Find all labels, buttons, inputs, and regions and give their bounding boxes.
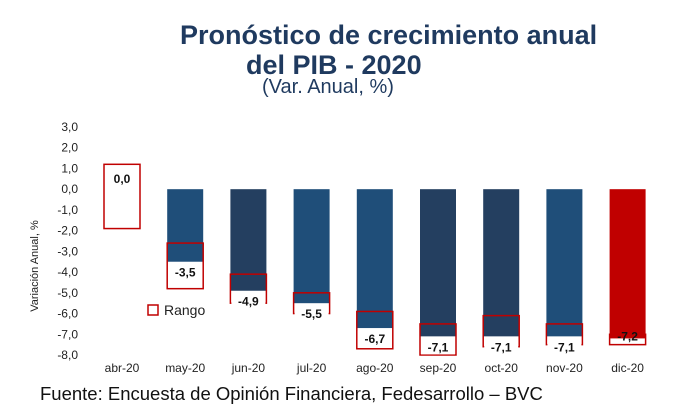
range-box-ago-20 <box>356 310 394 350</box>
y-tick-label: 3,0 <box>61 120 78 134</box>
value-label-bg <box>421 339 455 355</box>
chart-subtitle: (Var. Anual, %) <box>262 76 394 98</box>
range-box-sep-20 <box>419 323 457 356</box>
y-tick-label: -5,0 <box>57 286 78 300</box>
y-tick-label: 1,0 <box>61 161 78 175</box>
y-tick-label: 2,0 <box>61 141 78 155</box>
value-label-bg <box>357 331 392 347</box>
value-label-ago-20: -6,7 <box>364 332 385 346</box>
legend: Rango <box>147 302 205 318</box>
range-box-abr-20 <box>103 163 141 230</box>
y-tick-label: -6,0 <box>57 307 78 321</box>
bar-dic-20 <box>609 189 646 339</box>
value-label-dic-20: -7,2 <box>617 330 638 344</box>
value-label-bg <box>547 339 582 355</box>
y-tick-label: -7,0 <box>57 327 78 341</box>
x-tick-label-nov-20: nov-20 <box>546 361 583 375</box>
x-tick-label-may-20: may-20 <box>165 361 205 375</box>
value-label-bg <box>168 264 203 280</box>
value-label-may-20: -3,5 <box>175 266 196 280</box>
x-tick-label-jun-20: jun-20 <box>231 361 266 375</box>
x-tick-label-dic-20: dic-20 <box>611 361 644 375</box>
value-label-oct-20: -7,1 <box>491 340 512 354</box>
legend-label: Rango <box>164 302 205 318</box>
value-label-bg <box>231 293 266 309</box>
y-tick-label: 0,0 <box>61 182 78 196</box>
bar-may-20 <box>167 189 204 262</box>
x-tick-label-sep-20: sep-20 <box>420 361 457 375</box>
chart-title-line2: del PIB - 2020 <box>246 50 422 80</box>
bars-group: 0,0 -3,5 -4,9 -5,5 -6,7 -7,1 -7,1 -7,1 -7,2 <box>103 163 647 356</box>
value-label-nov-20: -7,1 <box>554 340 575 354</box>
range-box-may-20 <box>166 242 204 290</box>
bar-nov-20 <box>546 189 583 337</box>
x-tick-label-ago-20: ago-20 <box>356 361 394 375</box>
bar-jul-20 <box>293 189 330 304</box>
range-box-dic-20 <box>608 333 647 346</box>
value-label-bg <box>294 306 329 322</box>
y-tick-label: -3,0 <box>57 244 78 258</box>
value-label-bg <box>484 339 519 355</box>
legend-swatch <box>147 304 159 316</box>
y-tick-label: -1,0 <box>57 203 78 217</box>
source-note: Fuente: Encuesta de Opinión Financiera, … <box>40 383 543 404</box>
chart-title-line1: Pronóstico de crecimiento anual <box>180 20 598 50</box>
chart-title: Pronóstico de crecimiento anual del PIB … <box>0 20 700 80</box>
x-axis: abr-20 may-20 jun-20 jul-20 ago-20 sep-20 oct-… <box>105 361 645 375</box>
y-tick-label: -8,0 <box>57 348 78 362</box>
value-label-sep-20: -7,1 <box>428 340 449 354</box>
y-axis: 3,0 2,0 1,0 0,0 -1,0 -2,0 -3,0 -4,0 -5,0 -6,0 -7,0… <box>57 120 78 362</box>
y-tick-label: -4,0 <box>57 265 78 279</box>
value-label-jul-20: -5,5 <box>301 307 322 321</box>
bar-oct-20 <box>483 189 520 337</box>
bar-ago-20 <box>356 189 393 329</box>
x-tick-label-jul-20: jul-20 <box>296 361 327 375</box>
y-axis-label: Variación Anual, % <box>29 220 41 312</box>
y-tick-label: -2,0 <box>57 224 78 238</box>
value-label-abr-20: 0,0 <box>114 172 131 186</box>
value-label-jun-20: -4,9 <box>238 295 259 309</box>
bar-sep-20 <box>420 189 456 337</box>
x-tick-label-oct-20: oct-20 <box>485 361 519 375</box>
x-tick-label-abr-20: abr-20 <box>105 361 140 375</box>
bar-jun-20 <box>230 189 267 291</box>
